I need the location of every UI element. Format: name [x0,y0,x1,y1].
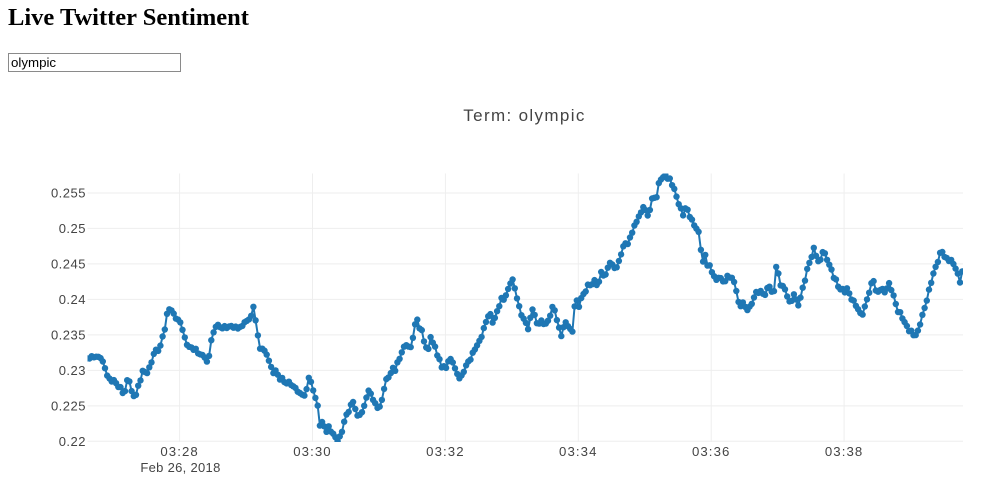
svg-text:03:30: 03:30 [293,444,332,459]
svg-text:03:34: 03:34 [559,444,598,459]
svg-text:03:32: 03:32 [426,444,465,459]
svg-text:0.245: 0.245 [51,256,86,271]
svg-text:0.235: 0.235 [51,327,86,342]
svg-text:0.225: 0.225 [51,398,86,413]
svg-text:03:28: 03:28 [160,444,199,459]
svg-text:03:36: 03:36 [692,444,731,459]
svg-text:0.25: 0.25 [59,221,86,236]
svg-text:0.255: 0.255 [51,185,86,200]
svg-text:0.23: 0.23 [59,363,86,378]
svg-text:03:38: 03:38 [825,444,864,459]
svg-text:0.22: 0.22 [59,434,86,449]
svg-text:Feb 26, 2018: Feb 26, 2018 [140,460,220,475]
svg-text:0.24: 0.24 [59,292,86,307]
svg-text:Term: olympic: Term: olympic [463,106,585,125]
